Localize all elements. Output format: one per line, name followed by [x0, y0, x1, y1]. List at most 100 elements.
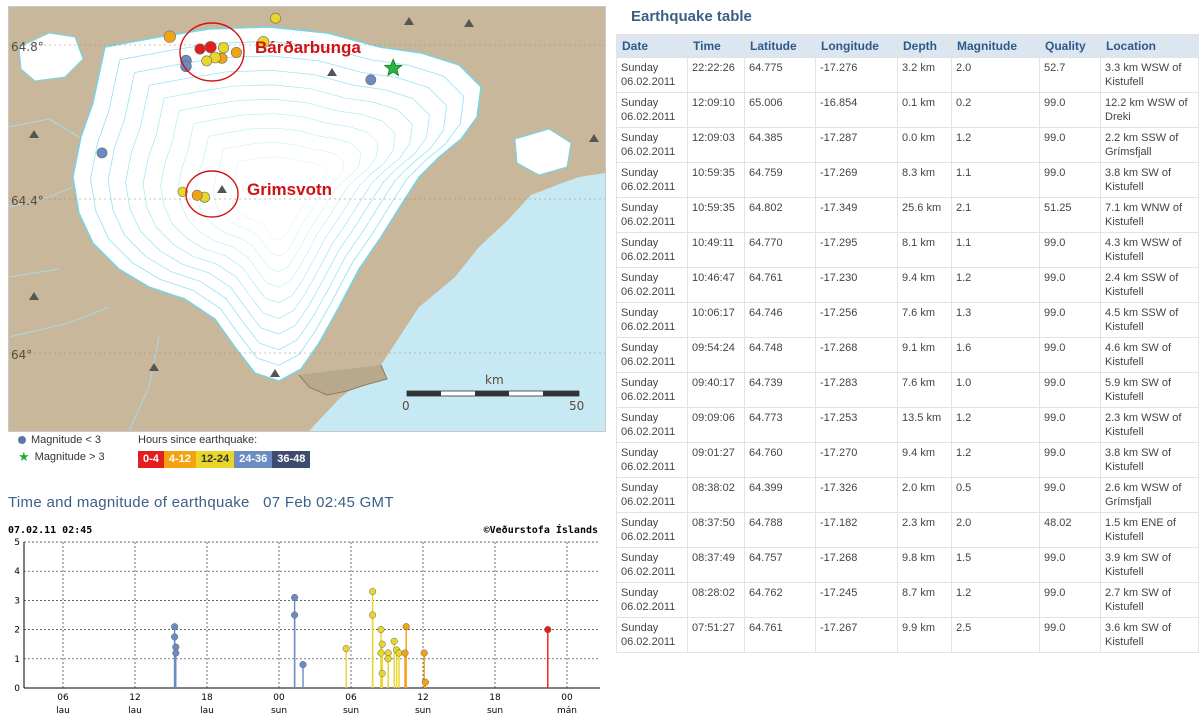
- table-row[interactable]: Sunday 06.02.2011 09:09:06 64.773 -17.253 13.…: [616, 407, 1199, 443]
- table-row[interactable]: Sunday 06.02.2011 12:09:03 64.385 -17.287 0.0…: [616, 127, 1199, 163]
- quake-dot[interactable]: [270, 12, 281, 24]
- cell-date: Sunday 06.02.2011: [616, 127, 688, 163]
- table-row[interactable]: Sunday 06.02.2011 08:38:02 64.399 -17.326 2.0…: [616, 477, 1199, 513]
- col-header-depth[interactable]: Depth: [897, 34, 952, 58]
- table-row[interactable]: Sunday 06.02.2011 10:59:35 64.802 -17.349 25.…: [616, 197, 1199, 233]
- cell-day: Sunday: [621, 342, 659, 354]
- quake-dot[interactable]: [257, 36, 270, 49]
- earthquake-map[interactable]: 64.8° 64.4° 64° Bárðarbunga Grimsvotn km: [8, 6, 606, 432]
- glacier-contour: [107, 55, 448, 351]
- map-scale-bar: km 0 50: [402, 373, 584, 413]
- hours-legend-boxes: 0-4 4-12 12-24 24-36 36-48: [138, 451, 311, 468]
- plot-points: [171, 588, 552, 688]
- quake-dot[interactable]: [191, 189, 203, 201]
- magnitude-point[interactable]: [171, 623, 179, 631]
- table-row[interactable]: Sunday 06.02.2011 10:59:35 64.759 -17.269 8.3…: [616, 162, 1199, 198]
- col-header-latitude[interactable]: Latitude: [744, 34, 816, 58]
- map-legend: Magnitude < 3 ★ Magnitude > 3 Hours sinc…: [18, 434, 398, 474]
- cell-quality: 99.0: [1039, 407, 1101, 443]
- cell-location: 1.5 km ENE of Kistufell: [1100, 512, 1199, 548]
- grimsvotn-circle[interactable]: [185, 170, 239, 218]
- cell-date-value: 06.02.2011: [621, 216, 676, 228]
- quake-dot[interactable]: [204, 41, 217, 54]
- cell-time: 10:59:35: [687, 162, 745, 198]
- table-row[interactable]: Sunday 06.02.2011 09:40:17 64.739 -17.283 7.6…: [616, 372, 1199, 408]
- x-tick-label: 00: [561, 693, 573, 703]
- magnitude-point[interactable]: [384, 655, 392, 663]
- magnitude-point[interactable]: [299, 661, 307, 669]
- scale-bar-segment: [475, 391, 509, 396]
- col-header-quality[interactable]: Quality: [1039, 34, 1101, 58]
- magnitude-point[interactable]: [377, 626, 385, 634]
- cell-day: Sunday: [621, 447, 659, 459]
- cell-date-value: 06.02.2011: [621, 111, 676, 123]
- col-header-date[interactable]: Date: [616, 34, 688, 58]
- magnitude-point[interactable]: [401, 649, 409, 657]
- quake-dot[interactable]: [194, 43, 206, 55]
- glacier-contour: [90, 41, 465, 366]
- col-header-time[interactable]: Time: [687, 34, 745, 58]
- table-row[interactable]: Sunday 06.02.2011 08:28:02 64.762 -17.245 8.7…: [616, 582, 1199, 618]
- magnitude-over-3-star[interactable]: [383, 58, 403, 77]
- table-row[interactable]: Sunday 06.02.2011 10:49:11 64.770 -17.295 8.1…: [616, 232, 1199, 268]
- magnitude-point[interactable]: [369, 588, 377, 596]
- table-row[interactable]: Sunday 06.02.2011 07:51:27 64.761 -17.267 9.9…: [616, 617, 1199, 653]
- quake-dot[interactable]: [177, 186, 188, 197]
- magnitude-point[interactable]: [342, 645, 350, 653]
- table-row[interactable]: Sunday 06.02.2011 12:09:10 65.006 -16.854 0.1…: [616, 92, 1199, 128]
- cell-day: Sunday: [621, 237, 659, 249]
- cell-date: Sunday 06.02.2011: [616, 617, 688, 653]
- col-header-longitude[interactable]: Longitude: [815, 34, 898, 58]
- cell-latitude: 65.006: [744, 92, 816, 128]
- magnitude-point[interactable]: [421, 678, 429, 686]
- cell-date-value: 06.02.2011: [621, 636, 676, 648]
- station-triangle: [589, 134, 599, 142]
- table-row[interactable]: Sunday 06.02.2011 08:37:49 64.757 -17.268 9.8…: [616, 547, 1199, 583]
- cell-date: Sunday 06.02.2011: [616, 302, 688, 338]
- magnitude-point[interactable]: [171, 633, 179, 641]
- cell-latitude: 64.761: [744, 617, 816, 653]
- station-triangle: [149, 363, 159, 371]
- cell-day: Sunday: [621, 587, 659, 599]
- quake-dot[interactable]: [201, 55, 213, 67]
- magnitude-point[interactable]: [291, 593, 299, 602]
- quake-dot[interactable]: [218, 42, 230, 54]
- cell-date: Sunday 06.02.2011: [616, 372, 688, 408]
- col-header-magnitude[interactable]: Magnitude: [951, 34, 1040, 58]
- magnitude-point[interactable]: [369, 611, 377, 619]
- quake-dot[interactable]: [96, 147, 108, 159]
- table-row[interactable]: Sunday 06.02.2011 09:54:24 64.748 -17.268 9.1…: [616, 337, 1199, 373]
- table-row[interactable]: Sunday 06.02.2011 09:01:27 64.760 -17.270 9.4…: [616, 442, 1199, 478]
- table-row[interactable]: Sunday 06.02.2011 10:06:17 64.746 -17.256 7.6…: [616, 302, 1199, 338]
- magnitude-point[interactable]: [378, 669, 386, 677]
- table-row[interactable]: Sunday 06.02.2011 10:46:47 64.761 -17.230 9.4…: [616, 267, 1199, 303]
- magnitude-point[interactable]: [544, 626, 552, 634]
- col-header-location[interactable]: Location: [1100, 34, 1199, 58]
- table-row[interactable]: Sunday 06.02.2011 22:22:26 64.775 -17.276 3.2…: [616, 57, 1199, 93]
- quake-dot[interactable]: [163, 30, 176, 43]
- hours-box-36-48: 36-48: [272, 451, 311, 468]
- magnitude-point[interactable]: [420, 649, 428, 657]
- cell-time: 09:01:27: [687, 442, 745, 478]
- cell-date-value: 06.02.2011: [621, 146, 676, 158]
- magnitude-point[interactable]: [395, 649, 403, 657]
- magnitude-point[interactable]: [172, 649, 180, 657]
- cell-longitude: -17.295: [815, 232, 898, 268]
- x-tick-label: 06: [57, 693, 69, 703]
- quake-dot[interactable]: [230, 46, 242, 58]
- magnitude-point[interactable]: [291, 611, 299, 619]
- magnitude-point[interactable]: [390, 637, 398, 645]
- x-tick-day: lau: [200, 706, 214, 716]
- magnitude-point[interactable]: [172, 643, 180, 651]
- cell-day: Sunday: [621, 377, 659, 389]
- magnitude-point[interactable]: [402, 623, 410, 631]
- bardarbunga-circle[interactable]: [179, 22, 245, 82]
- quake-dot[interactable]: [365, 74, 377, 86]
- glacier-contour: [142, 84, 413, 319]
- magnitude-point[interactable]: [378, 640, 386, 648]
- cell-quality: 99.0: [1039, 302, 1101, 338]
- magnitude-point[interactable]: [377, 649, 385, 657]
- table-row[interactable]: Sunday 06.02.2011 08:37:50 64.788 -17.182 2.3…: [616, 512, 1199, 548]
- cell-date-value: 06.02.2011: [621, 461, 676, 473]
- cell-date: Sunday 06.02.2011: [616, 92, 688, 128]
